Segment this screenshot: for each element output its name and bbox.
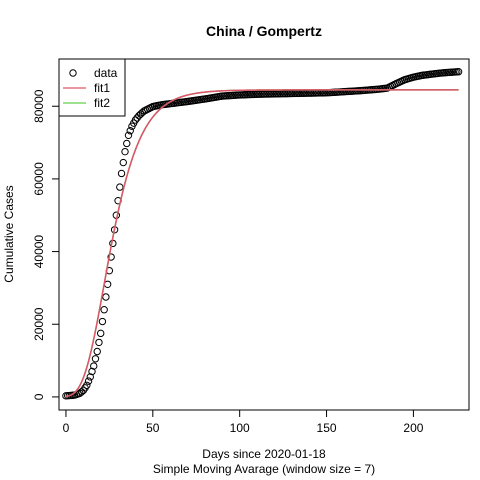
y-tick-label: 0: [32, 393, 46, 400]
y-tick-label: 60000: [32, 162, 46, 196]
x-axis-label: Days since 2020-01-18: [202, 447, 326, 461]
data-point: [92, 356, 98, 362]
x-tick-label: 200: [403, 421, 423, 435]
data-point: [118, 170, 124, 176]
x-tick-label: 100: [230, 421, 250, 435]
data-point: [99, 318, 105, 324]
x-tick-label: 0: [63, 421, 70, 435]
data-point: [117, 184, 123, 190]
data-point: [85, 378, 91, 384]
x-tick-label: 150: [317, 421, 337, 435]
data-point: [124, 140, 130, 146]
data-point: [97, 330, 103, 336]
data-point: [101, 307, 107, 313]
data-point: [122, 148, 128, 154]
data-point: [120, 159, 126, 165]
data-point: [104, 281, 110, 287]
y-axis-label: Cumulative Cases: [2, 185, 16, 282]
legend-entry-data: data: [94, 66, 118, 80]
x-axis: 0 50 100 150 200: [63, 410, 424, 435]
x-tick-label: 50: [146, 421, 160, 435]
data-point: [96, 339, 102, 345]
legend-entry-fit1: fit1: [94, 81, 110, 95]
y-tick-label: 80000: [32, 89, 46, 123]
chart-title: China / Gompertz: [206, 23, 322, 39]
data-series: [63, 69, 462, 400]
y-tick-label: 20000: [32, 307, 46, 341]
data-point: [103, 294, 109, 300]
y-tick-label: 40000: [32, 235, 46, 269]
data-point: [94, 348, 100, 354]
legend: data fit1 fit2: [59, 59, 125, 116]
y-axis: 0 20000 40000 60000 80000: [32, 89, 59, 400]
legend-entry-fit2: fit2: [94, 96, 110, 110]
chart-subtitle: Simple Moving Avarage (window size = 7): [153, 462, 375, 476]
